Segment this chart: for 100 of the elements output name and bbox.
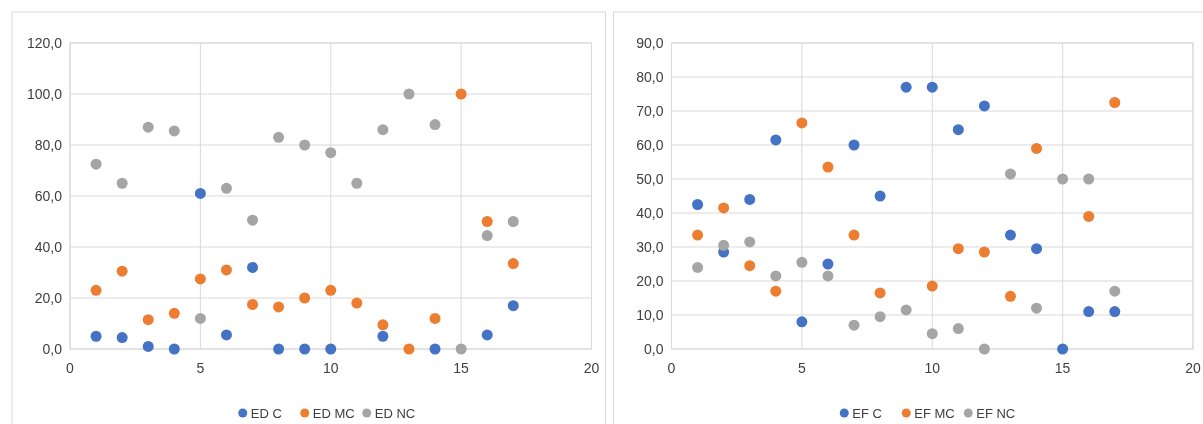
y-tick-label: 80,0 [636, 68, 664, 85]
point [926, 280, 938, 292]
x-tick-label: 0 [66, 360, 75, 376]
y-tick-label: 120,0 [26, 34, 63, 51]
y-tick-label: 60,0 [34, 187, 63, 204]
point [744, 260, 756, 272]
point [926, 328, 938, 340]
point [692, 199, 704, 210]
point [952, 323, 964, 335]
point [952, 243, 964, 255]
point [455, 88, 467, 100]
point [1057, 173, 1069, 185]
point [351, 297, 363, 309]
point [116, 265, 128, 277]
point [429, 343, 441, 355]
y-tick-label: 100,0 [26, 85, 63, 102]
point [874, 287, 886, 299]
point [455, 343, 467, 355]
point [692, 261, 704, 273]
point [744, 193, 756, 205]
legend-label: EF MC [914, 405, 955, 421]
point [1109, 285, 1121, 297]
y-tick-label: 0,0 [644, 340, 664, 357]
point [325, 147, 337, 159]
point [796, 316, 808, 328]
x-tick-label: 10 [924, 360, 941, 376]
x-tick-label: 10 [322, 360, 339, 376]
point [507, 258, 519, 270]
x-tick-label: 15 [1054, 360, 1071, 376]
point [796, 117, 808, 129]
point [168, 125, 180, 137]
point [1109, 306, 1121, 318]
x-tick-label: 20 [1185, 360, 1201, 376]
point [351, 177, 363, 189]
point [116, 177, 128, 189]
point [1083, 306, 1095, 318]
x-tick-label: 15 [453, 360, 470, 376]
point [507, 300, 519, 312]
point [247, 261, 259, 273]
point [900, 304, 912, 316]
point [900, 81, 912, 93]
point [377, 330, 389, 342]
y-tick-label: 20,0 [636, 272, 664, 289]
y-tick-label: 60,0 [636, 136, 664, 153]
point [90, 284, 102, 296]
x-tick-label: 0 [667, 360, 676, 376]
point [1083, 173, 1095, 185]
point [507, 216, 519, 227]
point [770, 134, 782, 146]
point [377, 124, 389, 136]
point [168, 307, 180, 319]
point [1004, 229, 1016, 241]
point [1083, 210, 1095, 222]
point [220, 182, 232, 194]
point [194, 273, 206, 285]
legend-label: ED NC [374, 405, 416, 421]
point [770, 270, 782, 282]
point [1057, 343, 1069, 355]
y-tick-label: 50,0 [636, 170, 664, 187]
point [978, 246, 990, 258]
legend-label: ED MC [312, 405, 355, 421]
point [718, 239, 730, 251]
point [194, 312, 206, 324]
point [978, 100, 990, 112]
legend-label: ED C [250, 405, 282, 421]
point [299, 139, 311, 151]
point [325, 343, 337, 355]
point [220, 264, 232, 276]
point [744, 236, 756, 248]
point [848, 319, 860, 331]
point [273, 131, 285, 143]
point [926, 81, 938, 93]
point [273, 343, 285, 355]
legend-label: EF NC [976, 405, 1016, 421]
point [142, 340, 154, 352]
point [325, 284, 337, 296]
point [822, 270, 834, 282]
point [273, 301, 285, 313]
point [116, 332, 128, 344]
point [874, 311, 886, 323]
legend-label: EF C [852, 405, 882, 421]
y-tick-label: 70,0 [636, 102, 664, 119]
y-tick-label: 10,0 [636, 306, 664, 323]
x-tick-label: 5 [797, 360, 806, 376]
point [848, 229, 860, 241]
point [429, 312, 441, 324]
y-tick-label: 40,0 [636, 204, 664, 221]
point [978, 343, 990, 355]
point [1031, 302, 1043, 314]
point [1031, 243, 1043, 255]
y-tick-label: 90,0 [636, 34, 664, 51]
point [247, 214, 259, 226]
point [403, 343, 415, 355]
point [403, 88, 415, 100]
point [142, 121, 154, 133]
y-tick-label: 0,0 [42, 340, 63, 357]
point [168, 343, 180, 355]
point [481, 216, 493, 227]
point [1004, 290, 1016, 302]
point [718, 202, 730, 214]
